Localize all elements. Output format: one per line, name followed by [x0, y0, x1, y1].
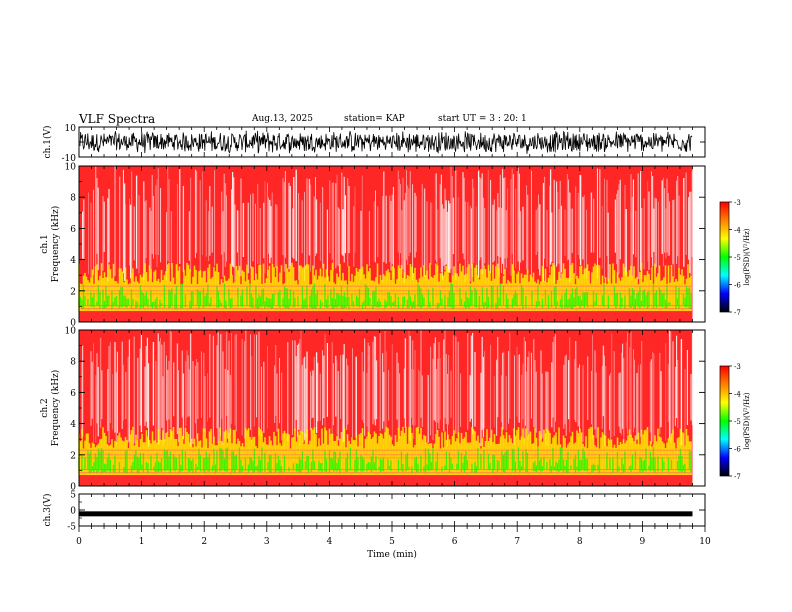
ch1-spectrogram-ytick-label: 0 — [70, 319, 76, 329]
ch1-waveform-panel — [79, 130, 693, 154]
ch1-spectrogram-lowband — [78, 262, 692, 312]
ch2-spectrogram-bottom-region — [79, 475, 693, 486]
ch2-colorbar-tick-label: -5 — [734, 418, 741, 426]
xaxis-tick-label: 10 — [699, 537, 711, 547]
ch2-spectrogram-ylabel-line1: ch.2 — [40, 398, 50, 417]
ch1-colorbar-label: log(PSD)(V²/Hz) — [743, 228, 751, 285]
xaxis-tick-label: 6 — [452, 537, 458, 547]
ch2-spectrogram-ytick-label: 2 — [70, 451, 76, 461]
ch1-spectrogram-panel — [78, 166, 693, 322]
ch1-spectrogram-ytick-label: 4 — [70, 256, 76, 266]
ch1-spectrogram-bottom-region — [79, 311, 693, 322]
ch1-ytick-label: 10 — [65, 124, 77, 134]
ch1-spectrogram-ytick-label: 2 — [70, 287, 76, 297]
xaxis-title: Time (min) — [367, 549, 417, 560]
ch2-colorbar-tick-label: -3 — [734, 363, 741, 371]
ch2-colorbar-tick-label: -4 — [734, 391, 741, 399]
ch1-spectrogram-ylabel-line1: ch.1 — [40, 234, 50, 253]
xaxis-tick-label: 0 — [76, 537, 82, 547]
xaxis-tick-label: 9 — [640, 537, 646, 547]
ch1-colorbar-bar — [719, 201, 730, 313]
ch2-colorbar-label: log(PSD)(V²/Hz) — [743, 392, 751, 449]
ch2-spectrogram-ylabel-line2: Frequency (kHz) — [50, 370, 61, 447]
xaxis-tick-label: 3 — [264, 537, 270, 547]
ch2-spectrogram-ytick-label: 8 — [70, 358, 76, 368]
ch1-colorbar-tick-label: -4 — [734, 227, 741, 235]
ch1-colorbar-tick-label: -6 — [734, 282, 741, 290]
ch1-colorbar-tick-label: -5 — [734, 254, 741, 262]
xaxis-tick-label: 1 — [139, 537, 145, 547]
station-label: station= KAP — [344, 114, 405, 124]
ch3-waveform-ytick-label: 0 — [70, 507, 76, 517]
ch1-spectrogram-ytick-label: 8 — [70, 194, 76, 204]
ch3-waveform-ytick-label: -5 — [67, 523, 76, 533]
ch3-waveform-ylabel: ch.3(V) — [42, 494, 53, 527]
xaxis-tick-label: 7 — [514, 537, 520, 547]
xaxis-tick-label: 4 — [327, 537, 333, 547]
ch1-spectrogram-streaks — [78, 166, 693, 283]
ch3-waveform-ytick-label: 5 — [70, 491, 76, 501]
ch1-colorbar-tick-label: -3 — [734, 199, 741, 207]
date-label: Aug.13, 2025 — [252, 114, 313, 124]
ch2-spectrogram-ytick-label: 4 — [70, 420, 76, 430]
ch2-spectrogram-ytick-label: 6 — [70, 389, 76, 399]
ch1-spectrogram-ytick-label: 10 — [65, 163, 77, 173]
start-ut-label: start UT = 3 : 20: 1 — [438, 114, 527, 124]
ch2-colorbar-tick-label: -7 — [734, 473, 741, 481]
panels-layer — [78, 130, 693, 517]
xaxis-tick-label: 5 — [389, 537, 395, 547]
ch2-spectrogram-ytick-label: 10 — [65, 327, 77, 337]
xaxis-tick-label: 8 — [577, 537, 583, 547]
ch1-ytick-label: -10 — [62, 154, 77, 164]
ch1-spectrogram-ylabel-line2: Frequency (kHz) — [50, 206, 61, 283]
figure-title: VLF Spectra — [79, 112, 156, 126]
ch3-waveform-band — [79, 511, 693, 517]
ch1-waveform-line — [79, 130, 693, 154]
xaxis-tick-label: 2 — [201, 537, 207, 547]
ch2-colorbar-tick-label: -6 — [734, 446, 741, 454]
ch1-spectrogram-ytick-label: 6 — [70, 225, 76, 235]
ch1-waveform-ylabel: ch.1(V) — [42, 126, 53, 159]
ch2-colorbar-bar — [719, 365, 730, 477]
ch1-colorbar-tick-label: -7 — [734, 309, 741, 317]
ch2-spectrogram-panel — [78, 330, 693, 486]
ch2-spectrogram-streaks — [78, 330, 693, 447]
ch2-spectrogram-ytick-label: 0 — [70, 483, 76, 493]
